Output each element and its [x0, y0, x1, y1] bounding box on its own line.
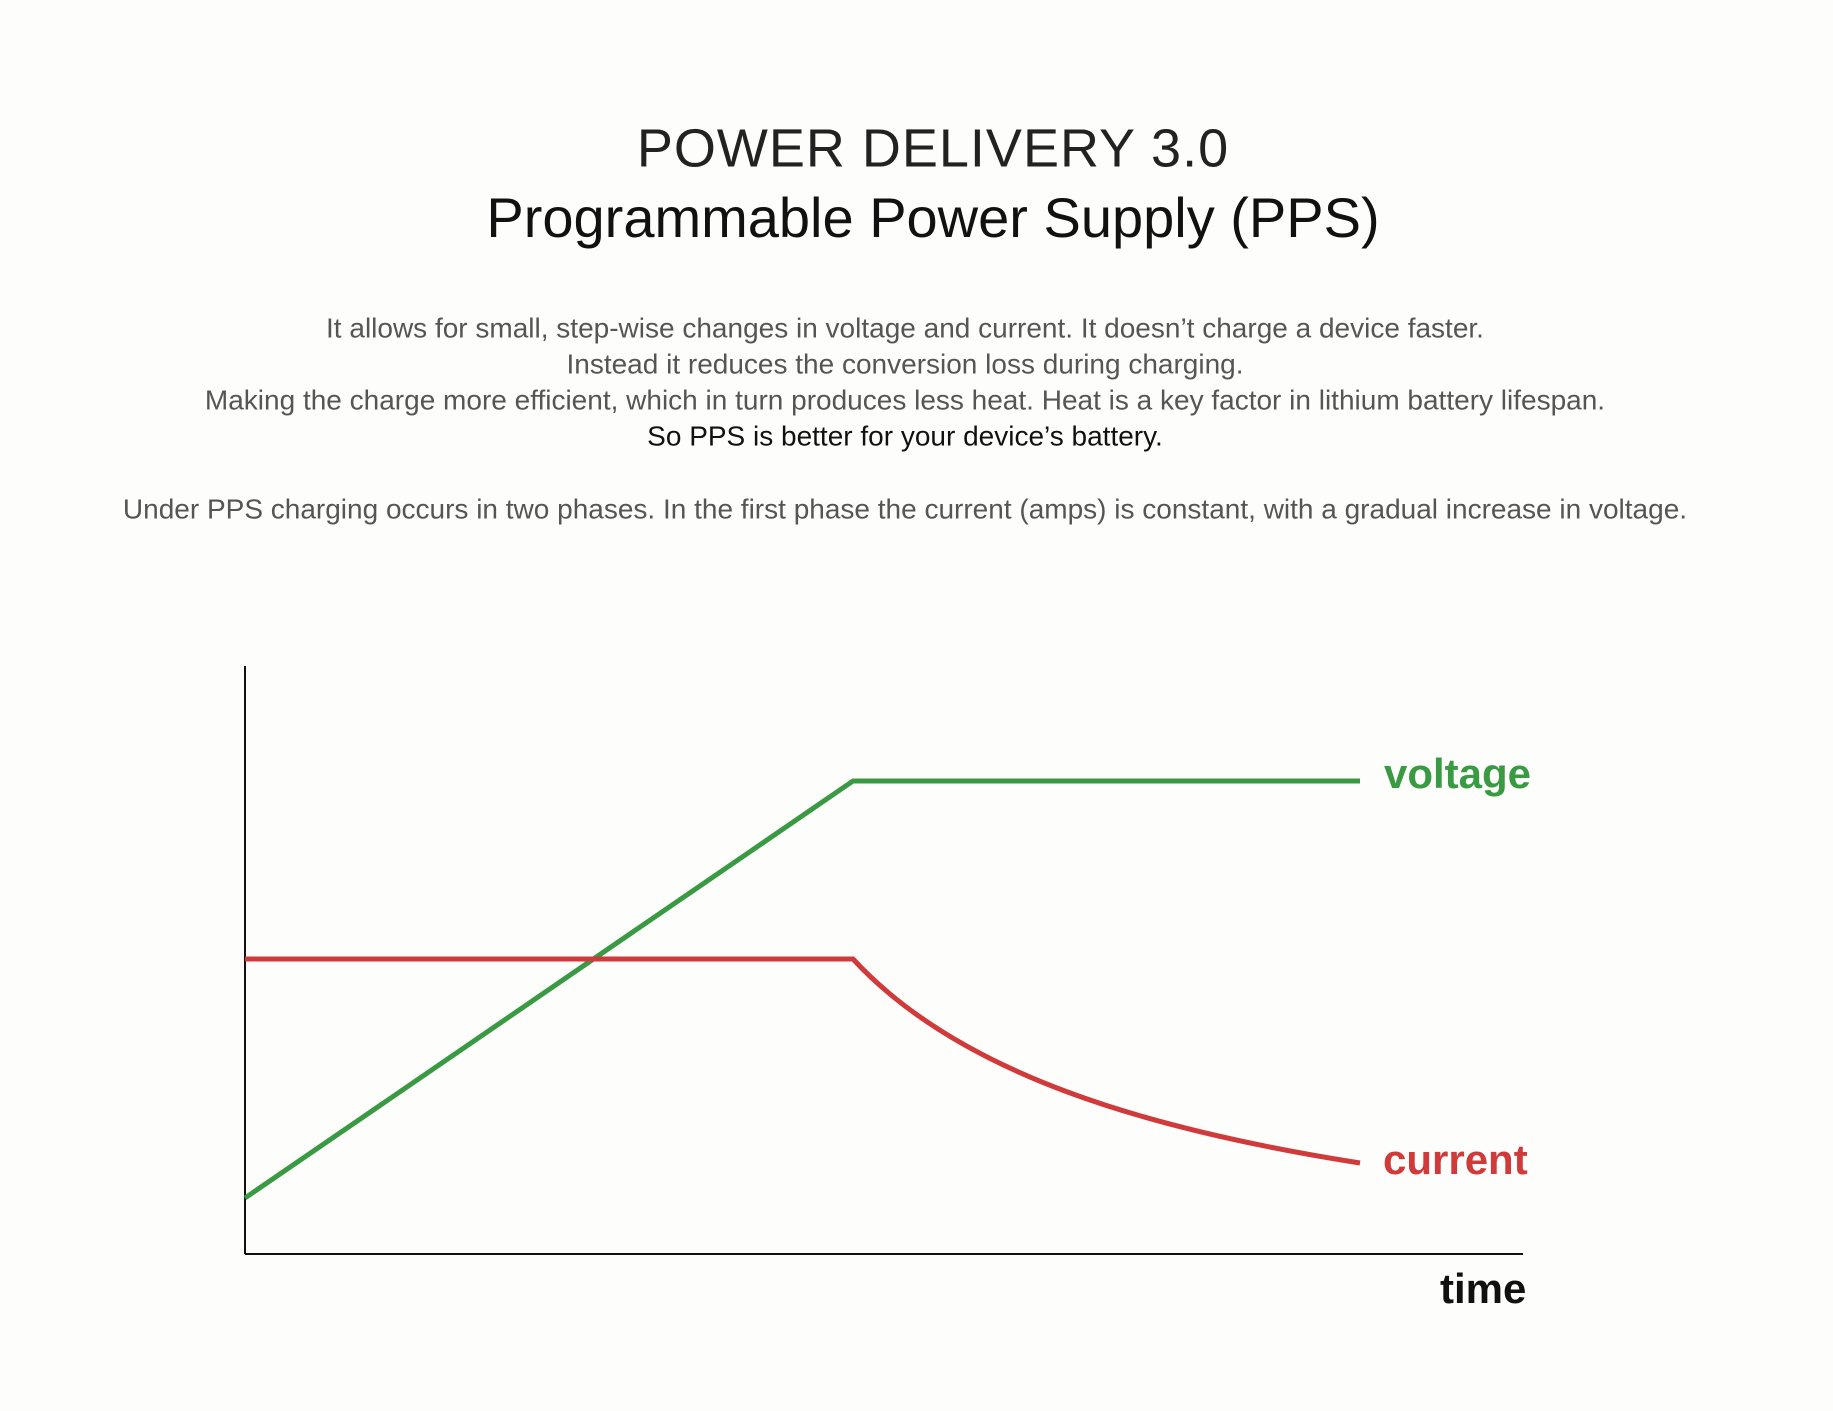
current-label: current: [1383, 1136, 1528, 1183]
description-line: Instead it reduces the conversion loss d…: [566, 348, 1243, 379]
subtitle: Programmable Power Supply (PPS): [486, 186, 1379, 249]
x-axis-label: time: [1440, 1265, 1526, 1312]
description-line: It allows for small, step-wise changes i…: [326, 312, 1484, 343]
current-line: [245, 956, 1361, 1166]
voltage-line: [243, 778, 1360, 1201]
voltage-label: voltage: [1384, 750, 1531, 797]
title: POWER DELIVERY 3.0: [637, 118, 1229, 178]
phases-text: Under PPS charging occurs in two phases.…: [123, 493, 1687, 524]
description-emphasis: So PPS is better for your device’s batte…: [647, 420, 1163, 451]
description-line: Making the charge more efficient, which …: [205, 384, 1605, 415]
